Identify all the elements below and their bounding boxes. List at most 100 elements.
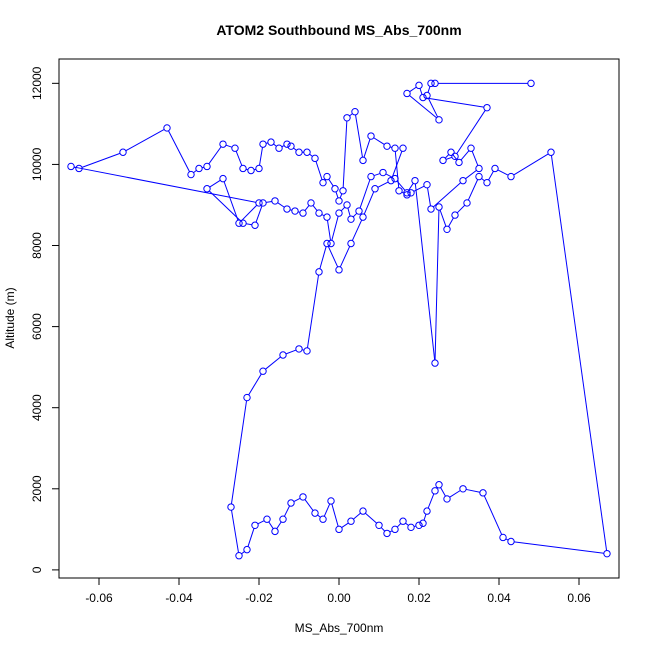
data-point <box>283 140 291 148</box>
data-point <box>427 79 435 88</box>
series-line-segment <box>235 150 243 166</box>
data-point <box>303 148 311 156</box>
data-point <box>335 197 343 205</box>
data-point <box>435 116 443 124</box>
series-line-segment <box>349 113 353 117</box>
data-point <box>239 219 247 227</box>
data-point <box>451 211 459 219</box>
data-point <box>335 209 343 217</box>
series-line-segment <box>341 522 349 528</box>
data-point <box>411 176 419 185</box>
data-point <box>335 266 343 274</box>
series-line-segment <box>328 178 334 187</box>
series-line-segment <box>550 155 608 551</box>
series-line-segment <box>230 400 248 504</box>
data-point <box>299 493 307 501</box>
data-point <box>243 545 251 554</box>
data-point <box>359 156 367 165</box>
data-point <box>239 164 247 173</box>
data-point <box>439 156 447 165</box>
data-point <box>475 172 483 181</box>
data-point <box>379 168 387 177</box>
series-line-segment <box>241 551 245 555</box>
y-tick-label: 4000 <box>30 394 44 421</box>
series-line-segment <box>312 205 318 211</box>
series-line-segment <box>223 181 239 221</box>
data-point <box>323 239 331 248</box>
series-line-segment <box>385 173 393 178</box>
series-line-segment <box>449 490 461 498</box>
data-point <box>415 81 423 90</box>
data-point <box>547 148 555 156</box>
data-point <box>403 191 411 199</box>
series-line-segment <box>335 191 339 199</box>
series-line-segment <box>427 493 435 509</box>
data-point <box>283 205 291 213</box>
series-line-segment <box>208 146 222 165</box>
data-point <box>407 523 415 532</box>
data-point <box>455 158 463 167</box>
series-line-segment <box>351 219 363 241</box>
series-line-segment <box>448 217 454 227</box>
x-tick-label: -0.04 <box>165 591 193 605</box>
series-line-segment <box>315 161 323 180</box>
series-line-segment <box>339 246 351 268</box>
series-line-segment <box>209 179 221 188</box>
series-line-segment <box>319 246 327 269</box>
series-line-segment <box>352 212 358 218</box>
y-tick-label: 2000 <box>30 475 44 502</box>
y-tick-label: 10000 <box>30 147 44 181</box>
series-line-segment <box>471 150 479 166</box>
series-line-segment <box>391 151 403 178</box>
series-line-segment <box>293 147 297 151</box>
series-line-segment <box>306 274 320 348</box>
data-point <box>483 103 491 112</box>
data-point <box>391 174 399 183</box>
series-line-segment <box>380 527 386 532</box>
series-line-segment <box>355 114 363 158</box>
data-point <box>419 519 427 527</box>
series-line-segment <box>342 120 348 188</box>
series-line-segment <box>193 170 197 174</box>
series-line-segment <box>347 207 351 217</box>
data-point <box>443 225 451 233</box>
x-axis: -0.06 -0.04 -0.02 0.00 0.02 0.04 0.06 <box>85 577 591 605</box>
series-line-segment <box>396 523 402 528</box>
series-line-segment <box>466 488 480 493</box>
data-point <box>403 89 411 98</box>
series-line-segment <box>359 179 371 209</box>
series-line-segment <box>208 190 242 222</box>
series-line-segment <box>257 520 265 525</box>
series-line-segment <box>268 521 274 529</box>
series-line-segment <box>423 513 427 521</box>
series-line-segment <box>426 97 484 108</box>
series-line-segment <box>409 95 437 119</box>
data-point <box>219 174 227 183</box>
data-point <box>507 172 515 181</box>
data-point <box>343 201 351 209</box>
data-point <box>335 525 343 534</box>
data-point <box>235 219 243 227</box>
series-line-segment <box>373 173 381 177</box>
data-point <box>367 172 375 181</box>
data-point <box>331 185 339 193</box>
data-point <box>263 515 271 523</box>
data-point <box>399 144 407 152</box>
series-line-segment <box>363 138 371 158</box>
series-line-segment <box>419 88 423 95</box>
data-point <box>195 164 203 173</box>
x-tick-label: 0.04 <box>487 591 511 605</box>
data-point <box>163 124 171 132</box>
data-point <box>251 221 259 229</box>
data-point <box>459 176 467 185</box>
data-point <box>119 148 127 156</box>
series-line-segment <box>405 522 409 526</box>
data-point <box>295 148 303 156</box>
data-point <box>359 213 367 221</box>
series-line-segment <box>248 373 262 396</box>
series-line-segment <box>81 152 121 168</box>
data-point <box>467 144 475 152</box>
series-line-segment <box>304 499 314 511</box>
data-point <box>339 187 347 195</box>
data-point <box>347 215 355 223</box>
